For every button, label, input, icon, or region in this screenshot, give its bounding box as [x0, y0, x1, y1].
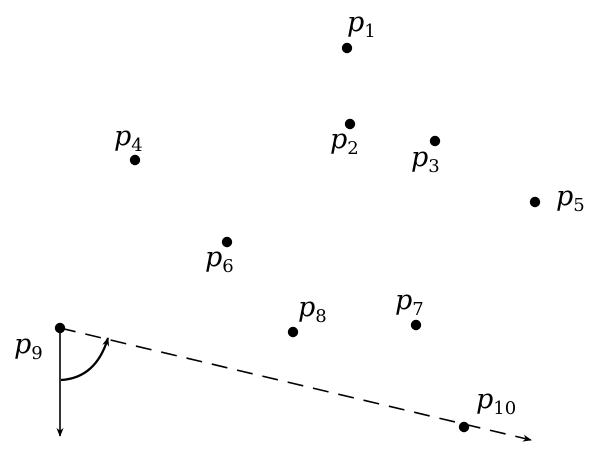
- point-p5-dot: [529, 196, 541, 208]
- point-p7-label: p7: [395, 285, 424, 320]
- dashed-sweep-line: [59, 327, 532, 442]
- point-p4-dot: [129, 154, 141, 166]
- point-p10-dot: [458, 421, 470, 433]
- point-p2-dot: [344, 118, 356, 130]
- point-p9-label: p9: [14, 329, 43, 364]
- point-p9-dot: [54, 322, 66, 334]
- point-p6-dot: [221, 236, 233, 248]
- point-p6-label: p6: [205, 242, 234, 277]
- point-p3-label: p3: [411, 142, 440, 177]
- point-p1-dot: [341, 42, 353, 54]
- rotation-arc-arrow: [60, 337, 110, 382]
- point-p2-label: p2: [330, 124, 359, 159]
- point-p8-label: p8: [298, 292, 327, 327]
- point-p5-label: p5: [556, 181, 585, 216]
- point-p7-dot: [410, 319, 422, 331]
- point-p8-dot: [287, 326, 299, 338]
- point-p3-dot: [429, 135, 441, 147]
- point-p10-label: p10: [476, 384, 516, 419]
- point-p1-label: p1: [347, 7, 376, 42]
- point-p4-label: p4: [114, 121, 143, 156]
